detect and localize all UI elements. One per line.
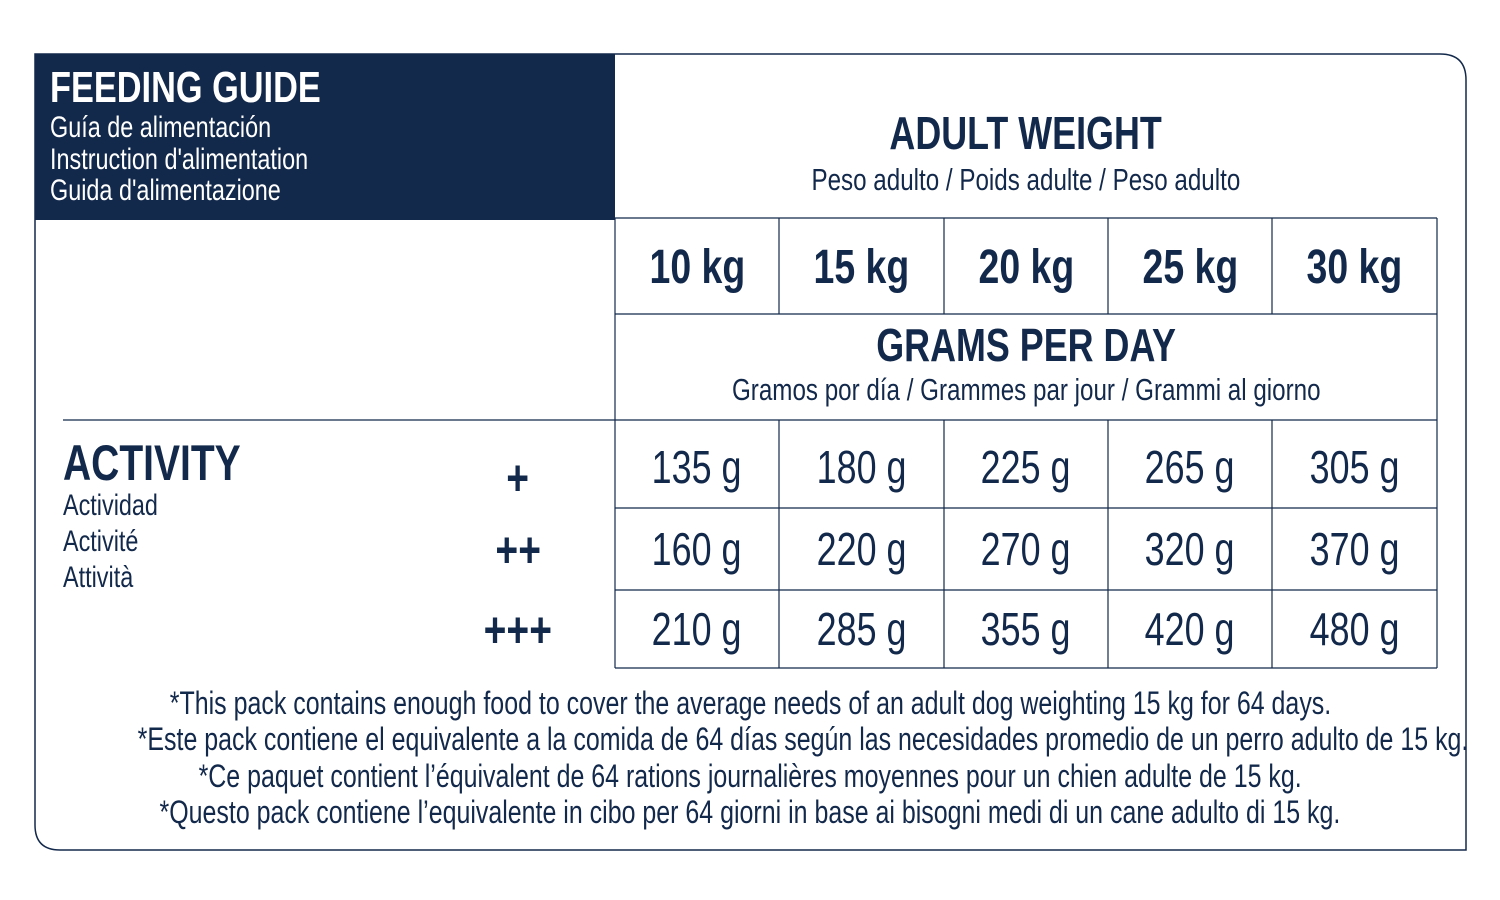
activity-subtitle: Attività	[63, 560, 153, 596]
unit-subtitle: Gramos por día / Grammes par jour / Gram…	[226, 371, 1500, 408]
activity-title-text: ACTIVITY	[63, 435, 241, 491]
grams-cell: 285 g	[62, 602, 1500, 657]
grams-cell: 210 g	[0, 602, 1497, 657]
activity-subtitle-text: Actividad	[63, 489, 158, 522]
activity-level: ++	[0, 520, 1318, 580]
grams-cell: 420 g	[390, 602, 1500, 657]
grams-cell-text: 480 g	[1309, 603, 1400, 656]
unit-title-text: GRAMS PER DAY	[876, 319, 1176, 372]
weight-subtitle-text: Peso adulto / Poids adulte / Peso adulto	[811, 162, 1241, 198]
footnote-text: *This pack contains enough food to cover…	[169, 684, 1331, 721]
unit-subtitle-text: Gramos por día / Grammes par jour / Gram…	[731, 372, 1321, 408]
grams-cell: 180 g	[62, 440, 1500, 495]
footnote-text: *Ce paquet contient l’équivalent de 64 r…	[198, 757, 1302, 794]
grams-cell: 220 g	[62, 522, 1500, 577]
footnote: *Este pack contiene el equivalente a la …	[0, 720, 1500, 758]
footnote: *Ce paquet contient l’équivalent de 64 r…	[0, 757, 1500, 795]
grams-cell-text: 270 g	[981, 523, 1071, 576]
outer-border	[34, 53, 1467, 851]
grams-cell-text: 320 g	[1145, 523, 1235, 576]
grams-cell-text: 285 g	[816, 603, 907, 656]
grams-cell-text: 265 g	[1145, 441, 1235, 494]
header-subtitle: Guía de alimentación	[50, 110, 334, 146]
weight-column-text: 20 kg	[978, 241, 1074, 295]
activity-level-text: +++	[483, 602, 553, 658]
header-title-text: FEEDING GUIDE	[50, 62, 321, 112]
weight-column: 10 kg	[0, 239, 1497, 297]
weight-title: ADULT WEIGHT	[226, 106, 1500, 161]
weight-column: 15 kg	[62, 239, 1500, 297]
header-subtitle: Guida d'alimentazione	[50, 173, 346, 209]
header-subtitle-text: Guida d'alimentazione	[50, 174, 281, 207]
grams-cell-text: 420 g	[1145, 603, 1235, 656]
header-subtitle-text: Instruction d'alimentation	[50, 142, 309, 176]
unit-title: GRAMS PER DAY	[226, 318, 1500, 373]
grams-cell: 355 g	[226, 602, 1500, 657]
grams-cell: 225 g	[226, 440, 1500, 495]
weight-title-text: ADULT WEIGHT	[889, 107, 1163, 160]
grams-cell: 265 g	[390, 440, 1500, 495]
grams-cell: 160 g	[0, 522, 1497, 577]
grams-cell-text: 135 g	[652, 441, 742, 494]
activity-level-text: ++	[495, 522, 541, 578]
activity-subtitle-text: Attività	[63, 561, 134, 594]
grams-cell: 480 g	[555, 602, 1500, 657]
grams-cell-text: 180 g	[816, 441, 907, 494]
grams-cell-text: 210 g	[652, 603, 742, 656]
weight-column: 30 kg	[555, 239, 1500, 297]
table-lines	[63, 217, 1438, 669]
activity-level-text: +	[506, 450, 530, 506]
grams-cell-text: 305 g	[1309, 441, 1400, 494]
grams-cell-text: 355 g	[981, 603, 1071, 656]
grams-cell: 370 g	[555, 522, 1500, 577]
grams-cell-text: 160 g	[652, 523, 742, 576]
activity-subtitle: Activité	[63, 524, 160, 560]
grams-cell: 270 g	[226, 522, 1500, 577]
grams-cell-text: 225 g	[981, 441, 1071, 494]
activity-level: +++	[0, 600, 1318, 660]
weight-column: 20 kg	[226, 239, 1500, 297]
header-subtitle: Instruction d'alimentation	[50, 142, 381, 178]
grams-cell: 305 g	[555, 440, 1500, 495]
weight-column-text: 10 kg	[649, 241, 745, 295]
header-subtitle-text: Guía de alimentación	[50, 111, 272, 144]
grams-cell-text: 220 g	[816, 523, 907, 576]
activity-subtitle-text: Activité	[63, 525, 139, 558]
header-title: FEEDING GUIDE	[50, 62, 397, 115]
weight-subtitle: Peso adulto / Poids adulte / Peso adulto	[226, 161, 1500, 198]
header-panel	[35, 54, 615, 220]
activity-subtitle: Actividad	[63, 488, 185, 524]
footnote: *Questo pack contiene l’equivalente in c…	[0, 793, 1500, 831]
grams-cell: 320 g	[390, 522, 1500, 577]
weight-column-text: 30 kg	[1306, 241, 1403, 295]
weight-column-text: 25 kg	[1142, 241, 1238, 295]
grams-cell: 135 g	[0, 440, 1497, 495]
footnote-text: *Questo pack contiene l’equivalente in c…	[159, 794, 1341, 831]
footnote-text: *Este pack contiene el equivalente a la …	[137, 721, 1469, 758]
grams-cell-text: 370 g	[1309, 523, 1400, 576]
activity-title: ACTIVITY	[63, 433, 291, 493]
activity-level: +	[0, 448, 1318, 508]
weight-column: 25 kg	[390, 239, 1500, 297]
weight-column-text: 15 kg	[813, 241, 910, 295]
footnote: *This pack contains enough food to cover…	[0, 684, 1500, 722]
